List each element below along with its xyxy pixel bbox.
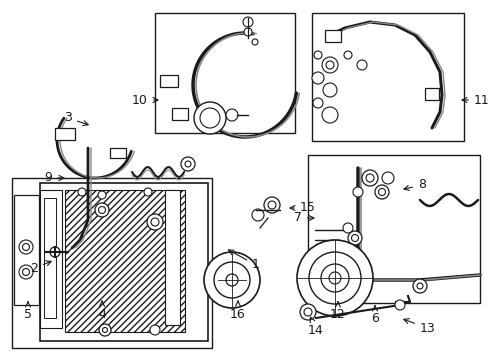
Circle shape: [323, 83, 336, 97]
Circle shape: [321, 107, 337, 123]
Bar: [160, 75, 178, 87]
Circle shape: [342, 223, 352, 233]
Text: 7: 7: [293, 211, 313, 225]
Bar: [424, 88, 438, 100]
Text: 4: 4: [98, 301, 106, 320]
Text: 10: 10: [132, 94, 158, 107]
Circle shape: [150, 325, 160, 335]
Circle shape: [356, 60, 366, 70]
Circle shape: [374, 185, 388, 199]
Circle shape: [394, 300, 404, 310]
Circle shape: [308, 252, 360, 304]
Text: 3: 3: [64, 112, 88, 126]
Circle shape: [416, 283, 422, 289]
Circle shape: [299, 304, 315, 320]
Circle shape: [347, 231, 361, 245]
Circle shape: [147, 214, 163, 230]
Circle shape: [203, 252, 260, 308]
Circle shape: [296, 240, 372, 316]
Circle shape: [244, 28, 251, 36]
Circle shape: [243, 17, 252, 27]
Circle shape: [343, 51, 351, 59]
Circle shape: [50, 247, 60, 257]
Text: 5: 5: [24, 302, 32, 320]
Circle shape: [313, 51, 321, 59]
Circle shape: [22, 269, 29, 275]
Text: 8: 8: [403, 179, 425, 192]
Circle shape: [378, 189, 385, 195]
Text: 1: 1: [228, 250, 259, 271]
Circle shape: [361, 170, 377, 186]
Text: 6: 6: [370, 306, 378, 324]
Circle shape: [102, 328, 107, 333]
Text: 13: 13: [403, 319, 435, 334]
Circle shape: [181, 157, 195, 171]
Circle shape: [78, 188, 86, 196]
Circle shape: [351, 234, 358, 242]
Circle shape: [251, 39, 258, 45]
Circle shape: [381, 172, 393, 184]
Bar: [65, 190, 184, 332]
Bar: [311, 13, 463, 141]
Bar: [44, 198, 56, 318]
Circle shape: [251, 209, 264, 221]
Text: 12: 12: [329, 302, 345, 320]
Bar: [172, 108, 187, 120]
Circle shape: [19, 265, 33, 279]
Bar: [14, 195, 39, 305]
Bar: [307, 155, 479, 303]
Circle shape: [267, 201, 275, 209]
Text: 2: 2: [30, 261, 51, 274]
Circle shape: [412, 279, 426, 293]
Circle shape: [151, 218, 159, 226]
Circle shape: [95, 203, 109, 217]
Circle shape: [325, 61, 333, 69]
Circle shape: [214, 262, 249, 298]
Circle shape: [19, 240, 33, 254]
Circle shape: [99, 324, 111, 336]
Circle shape: [143, 188, 152, 196]
Circle shape: [311, 72, 324, 84]
Text: 15: 15: [289, 202, 315, 215]
Circle shape: [264, 197, 280, 213]
Circle shape: [98, 191, 106, 199]
Circle shape: [194, 102, 225, 134]
Text: 9: 9: [44, 171, 64, 184]
Bar: [40, 190, 62, 328]
Circle shape: [225, 109, 238, 121]
Circle shape: [184, 161, 191, 167]
Circle shape: [225, 274, 238, 286]
Circle shape: [312, 98, 323, 108]
Text: 11: 11: [461, 94, 488, 107]
Circle shape: [200, 108, 220, 128]
Bar: [155, 13, 294, 133]
Circle shape: [320, 264, 348, 292]
Bar: [55, 128, 75, 140]
Circle shape: [98, 207, 105, 213]
Circle shape: [328, 272, 340, 284]
Bar: [325, 30, 340, 42]
Text: 16: 16: [230, 301, 245, 320]
Circle shape: [22, 243, 29, 251]
Circle shape: [352, 187, 362, 197]
Bar: [12, 178, 212, 348]
Circle shape: [304, 308, 311, 316]
Text: 14: 14: [307, 317, 323, 337]
Bar: [110, 148, 126, 158]
Circle shape: [321, 57, 337, 73]
Bar: [40, 183, 207, 341]
Circle shape: [365, 174, 373, 182]
Bar: [164, 190, 180, 325]
